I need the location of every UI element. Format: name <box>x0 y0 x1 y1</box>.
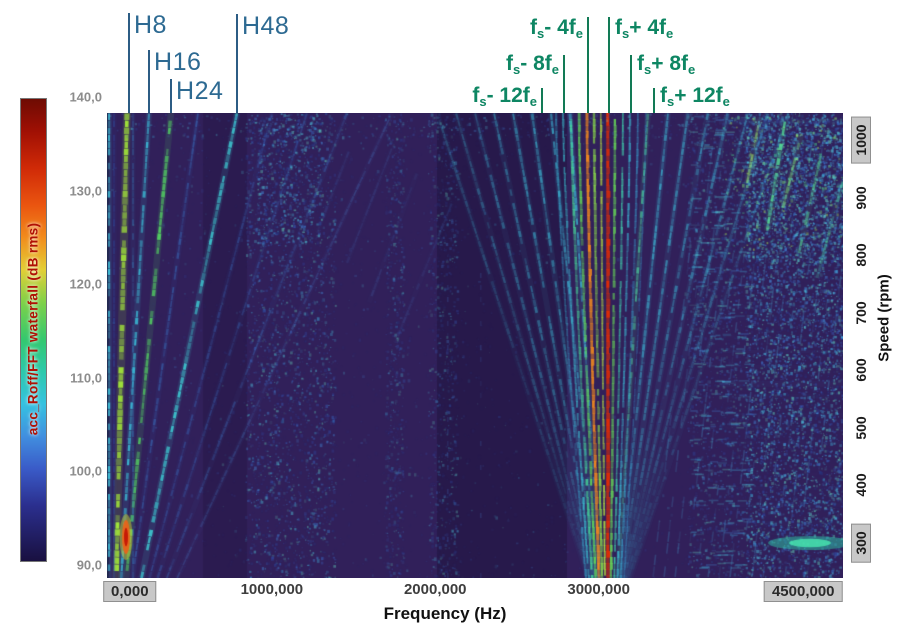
sideband-label-segment: + 8f <box>651 52 689 75</box>
sideband-label-segment: e <box>551 62 559 77</box>
sideband-label-segment: f <box>615 16 623 39</box>
sideband-label-segment: s <box>644 62 652 77</box>
sideband-marker-label: fs- 12fe <box>472 84 537 109</box>
marker-drop-line <box>608 17 611 113</box>
x-tick: 1000,000 <box>240 581 304 598</box>
marker-drop-line <box>235 14 238 113</box>
sideband-label-segment: f <box>472 84 480 107</box>
sideband-label-segment: e <box>575 26 583 41</box>
sideband-label-segment: f <box>637 52 645 75</box>
sideband-label-segment: + 4f <box>629 16 667 39</box>
speed-tick: 400 <box>853 473 869 497</box>
sideband-label-segment: s <box>513 62 521 77</box>
colorbar-tick: 100,0 <box>69 463 102 479</box>
sideband-label-segment: - 4f <box>544 16 576 39</box>
speed-tick: 500 <box>853 416 869 440</box>
sideband-marker-label: fs+ 8fe <box>637 52 695 77</box>
marker-drop-line <box>630 55 633 113</box>
colorbar-label: acc_Roff/FFT waterfall (dB rms) <box>25 222 41 436</box>
marker-drop-line <box>540 88 543 113</box>
colorbar-gradient <box>20 98 47 562</box>
harmonic-marker-label: H24 <box>176 77 224 105</box>
speed-tick: 900 <box>853 186 869 210</box>
sideband-label-segment: e <box>666 26 674 41</box>
colorbar-tick: 140,0 <box>69 89 102 105</box>
colorbar-tick: 90,0 <box>76 557 102 573</box>
sideband-marker-label: fs- 4fe <box>530 16 583 41</box>
sideband-marker-label: fs- 8fe <box>506 52 559 77</box>
sideband-label-segment: s <box>666 94 675 109</box>
colorbar-tick: 120,0 <box>69 276 102 292</box>
sideband-label-segment: f <box>506 52 514 75</box>
marker-drop-line <box>170 79 173 113</box>
x-tick: 3000,000 <box>567 581 630 598</box>
spectrogram-plot <box>107 113 843 578</box>
marker-drop-line <box>562 55 565 113</box>
speed-tick: 300 <box>851 523 871 563</box>
speed-tick: 800 <box>853 243 869 267</box>
sideband-label-segment: e <box>529 94 537 109</box>
colorbar-tick: 130,0 <box>69 183 102 199</box>
speed-tick: 600 <box>853 358 869 382</box>
sideband-label-segment: f <box>530 16 538 39</box>
right-axis-title: Speed (rpm) <box>875 274 893 362</box>
sideband-label-segment: s <box>622 26 630 41</box>
sideband-marker-label: fs+ 4fe <box>615 16 673 41</box>
sideband-label-segment: - 8f <box>520 52 552 75</box>
sideband-label-segment: s <box>479 94 487 109</box>
sideband-label-segment: + 12f <box>674 84 723 107</box>
sideband-label-segment: e <box>722 94 730 109</box>
sideband-label-segment: e <box>688 62 696 77</box>
speed-tick: 1000 <box>851 116 871 164</box>
colorbar-tick: 110,0 <box>70 370 102 386</box>
sideband-label-segment: f <box>659 84 667 107</box>
x-tick: 0,000 <box>103 581 157 602</box>
harmonic-marker-label: H48 <box>241 12 290 40</box>
x-tick: 4500,000 <box>763 581 843 602</box>
sideband-marker-label: fs+ 12fe <box>660 84 730 109</box>
sideband-label-segment: s <box>537 26 545 41</box>
harmonic-marker-label: H8 <box>134 11 167 39</box>
marker-drop-line <box>148 50 151 113</box>
speed-tick: 700 <box>853 301 869 325</box>
x-axis-title: Frequency (Hz) <box>383 604 507 623</box>
marker-drop-line <box>652 88 655 113</box>
marker-drop-line <box>128 13 130 113</box>
harmonic-marker-label: H16 <box>154 48 202 76</box>
x-tick: 2000,000 <box>403 581 467 598</box>
marker-drop-line <box>586 17 589 113</box>
sideband-label-segment: - 12f <box>486 84 530 107</box>
